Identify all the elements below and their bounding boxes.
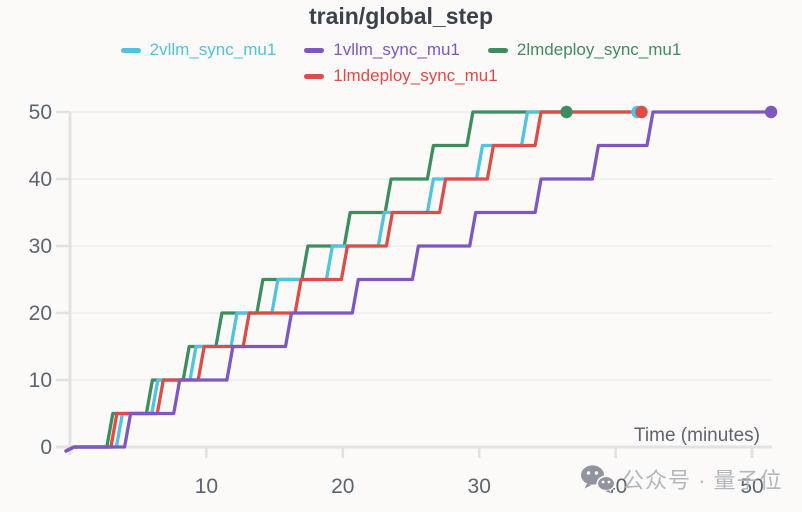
legend-label: 2lmdeploy_sync_mu1 [516, 40, 682, 59]
x-tick-label-20: 20 [331, 475, 354, 498]
y-tick-label-50: 50 [29, 101, 52, 124]
legend-dash-icon [120, 47, 141, 53]
legend-item-2vllm_sync_mu1: 2vllm_sync_mu1 [120, 40, 277, 60]
legend-dash-icon [304, 47, 325, 53]
legend-item-1lmdeploy_sync_mu1: 1lmdeploy_sync_mu1 [304, 66, 498, 86]
series-endpoint-1vllm_sync_mu1 [764, 105, 778, 119]
legend-row-1: 2vllm_sync_mu1 1vllm_sync_mu1 2lmdeploy_sy… [0, 40, 802, 60]
legend-dash-icon [304, 73, 325, 79]
series-line-2vllm_sync_mu1 [64, 110, 640, 453]
y-tick-label-40: 40 [29, 168, 52, 191]
y-tick-label-0: 0 [40, 436, 52, 459]
x-tick-label-50: 50 [740, 475, 763, 498]
series-endpoint-1lmdeploy_sync_mu1 [635, 105, 648, 119]
legend-label: 1vllm_sync_mu1 [333, 40, 460, 59]
legend-dash-icon [487, 47, 508, 53]
y-tick-label-10: 10 [29, 369, 52, 392]
wechat-icon [581, 464, 616, 493]
chart-title: train/global_step [308, 3, 494, 29]
series-line-1lmdeploy_sync_mu1 [64, 110, 644, 453]
x-tick-label-10: 10 [195, 475, 218, 498]
series-endpoint-2lmdeploy_sync_mu1 [560, 105, 573, 119]
legend-item-1vllm_sync_mu1: 1vllm_sync_mu1 [304, 40, 460, 60]
watermark: 公众号 · 量子位 [579, 463, 783, 495]
series-line-1vllm_sync_mu1 [64, 110, 773, 453]
x-axis-label: Time (minutes) [634, 425, 760, 446]
legend-label: 1lmdeploy_sync_mu1 [333, 66, 498, 85]
legend-label: 2vllm_sync_mu1 [149, 40, 277, 59]
x-tick-label-30: 30 [468, 475, 491, 498]
legend-row-2: 1lmdeploy_sync_mu1 [0, 66, 802, 86]
legend-item-2lmdeploy_sync_mu1: 2lmdeploy_sync_mu1 [487, 40, 682, 60]
watermark-text: 公众号 · 量子位 [622, 468, 783, 493]
y-tick-label-20: 20 [29, 302, 52, 325]
y-tick-label-30: 30 [29, 235, 52, 258]
